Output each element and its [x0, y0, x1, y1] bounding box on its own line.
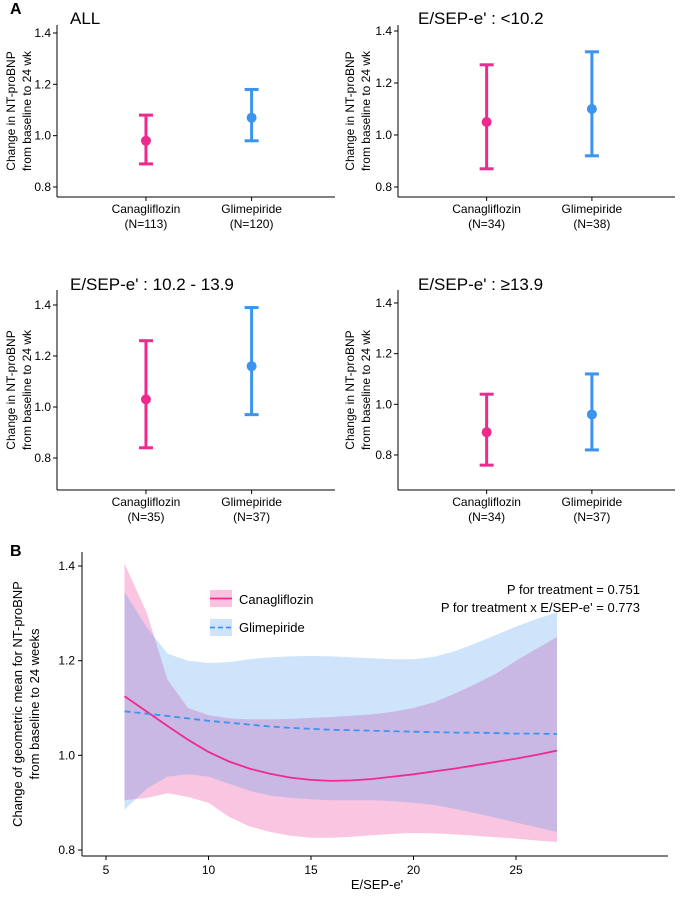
y-tick-label: 1.4 [34, 26, 51, 40]
canagliflozin-ci-band [124, 563, 557, 842]
y-tick-label: 1.0 [34, 400, 51, 414]
x-tick-label: Glimepiride [562, 202, 623, 216]
x-tick-label: Canagliflozin [452, 202, 521, 216]
chart-mid-esep: E/SEP-e' : 10.2 - 13.9 0.8 1.0 1.2 1.4 Change… [4, 275, 335, 524]
chart-title: E/SEP-e' : ≥13.9 [418, 275, 543, 294]
y-tick-label: 0.8 [375, 448, 392, 462]
x-tick-n-label: (N=37) [233, 510, 270, 524]
y-tick-label: 1.4 [34, 298, 51, 312]
x-tick-n-label: (N=37) [573, 510, 610, 524]
chart-title: E/SEP-e' : 10.2 - 13.9 [70, 275, 234, 294]
chart-title: E/SEP-e' : <10.2 [418, 9, 544, 28]
y-tick-label: 1.0 [375, 397, 392, 411]
x-tick-label: 25 [509, 863, 523, 877]
y-tick-label: 1.2 [375, 76, 392, 90]
y-tick-label: 1.2 [58, 654, 75, 668]
x-tick-label: Glimepiride [221, 202, 282, 216]
y-tick-label: 1.0 [34, 129, 51, 143]
p-value-interaction: P for treatment x E/SEP-e' = 0.773 [441, 600, 640, 615]
y-axis-label-line1: Change in NT-proBNP [343, 51, 357, 170]
x-tick-label: 10 [202, 863, 216, 877]
y-tick-label: 1.4 [375, 296, 392, 310]
y-axis-label-line2: from baseline to 24 wk [20, 50, 34, 171]
chart-all: ALL 0.8 1.0 1.2 1.4 Change in NT-proBNP from b… [4, 9, 335, 231]
y-axis-label-line2: from baseline to 24 wk [359, 50, 373, 171]
x-tick-n-label: (N=35) [127, 510, 164, 524]
x-tick-label: Canagliflozin [452, 495, 521, 509]
x-tick-label: Glimepiride [221, 495, 282, 509]
y-tick-label: 0.8 [34, 451, 51, 465]
chart-continuous: 0.8 1.0 1.2 1.4 5 10 15 20 25 E/SEP-e' Change of g… [10, 552, 668, 892]
y-tick-label: 1.4 [58, 559, 75, 573]
y-tick-label: 1.2 [34, 77, 51, 91]
p-value-treatment: P for treatment = 0.751 [507, 582, 640, 597]
canagliflozin-line [123, 695, 558, 782]
canagliflozin-mean-point [140, 135, 151, 146]
x-tick-n-label: (N=113) [125, 217, 168, 231]
y-axis-label-line1: Change in NT-proBNP [4, 330, 18, 449]
y-axis-label-line1: Change in NT-proBNP [4, 51, 18, 170]
y-axis-label-line2: from baseline to 24 wk [359, 329, 373, 450]
glimepiride-mean-point [586, 409, 597, 420]
panel-label-a: A [10, 1, 22, 18]
x-tick-label: 5 [103, 863, 110, 877]
chart-title: ALL [70, 9, 100, 28]
x-tick-n-label: (N=38) [573, 217, 610, 231]
glimepiride-mean-point [246, 361, 257, 372]
glimepiride-line [124, 710, 558, 735]
y-tick-label: 1.0 [58, 748, 75, 762]
x-axis-label: E/SEP-e' [351, 877, 403, 892]
canagliflozin-mean-point [481, 117, 492, 127]
y-tick-label: 0.8 [34, 180, 51, 194]
y-tick-label: 1.2 [375, 347, 392, 361]
x-tick-label: 20 [407, 863, 421, 877]
y-axis-label-line2: from baseline to 24 weeks [27, 628, 42, 780]
x-tick-n-label: (N=34) [468, 510, 505, 524]
legend-label-canagliflozin: Canagliflozin [239, 592, 313, 607]
x-tick-label: Glimepiride [562, 495, 623, 509]
legend-label-glimepiride: Glimepiride [239, 620, 305, 635]
chart-high-esep: E/SEP-e' : ≥13.9 0.8 1.0 1.2 1.4 Change in NT… [343, 275, 675, 524]
x-tick-label: Canagliflozin [112, 495, 181, 509]
chart-low-esep: E/SEP-e' : <10.2 0.8 1.0 1.2 1.4 Change in NT… [343, 9, 675, 231]
y-tick-label: 1.2 [34, 349, 51, 363]
y-axis-label-line1: Change in NT-proBNP [343, 330, 357, 449]
x-tick-label: Canagliflozin [112, 202, 181, 216]
canagliflozin-mean-point [140, 394, 151, 405]
glimepiride-mean-point [586, 104, 597, 114]
y-tick-label: 0.8 [375, 180, 392, 194]
y-tick-label: 0.8 [58, 843, 75, 857]
x-tick-n-label: (N=34) [468, 217, 505, 231]
y-axis-label-line2: from baseline to 24 wk [20, 329, 34, 450]
panel-label-b: B [10, 543, 22, 560]
y-tick-label: 1.4 [375, 24, 392, 38]
x-tick-n-label: (N=120) [230, 217, 274, 231]
glimepiride-mean-point [246, 112, 257, 123]
x-tick-label: 15 [304, 863, 318, 877]
glimepiride-ci-band [124, 592, 557, 832]
y-axis-label-line1: Change of geometric mean for NT-proBNP [10, 581, 25, 827]
y-tick-label: 1.0 [375, 128, 392, 142]
canagliflozin-mean-point [481, 427, 492, 438]
